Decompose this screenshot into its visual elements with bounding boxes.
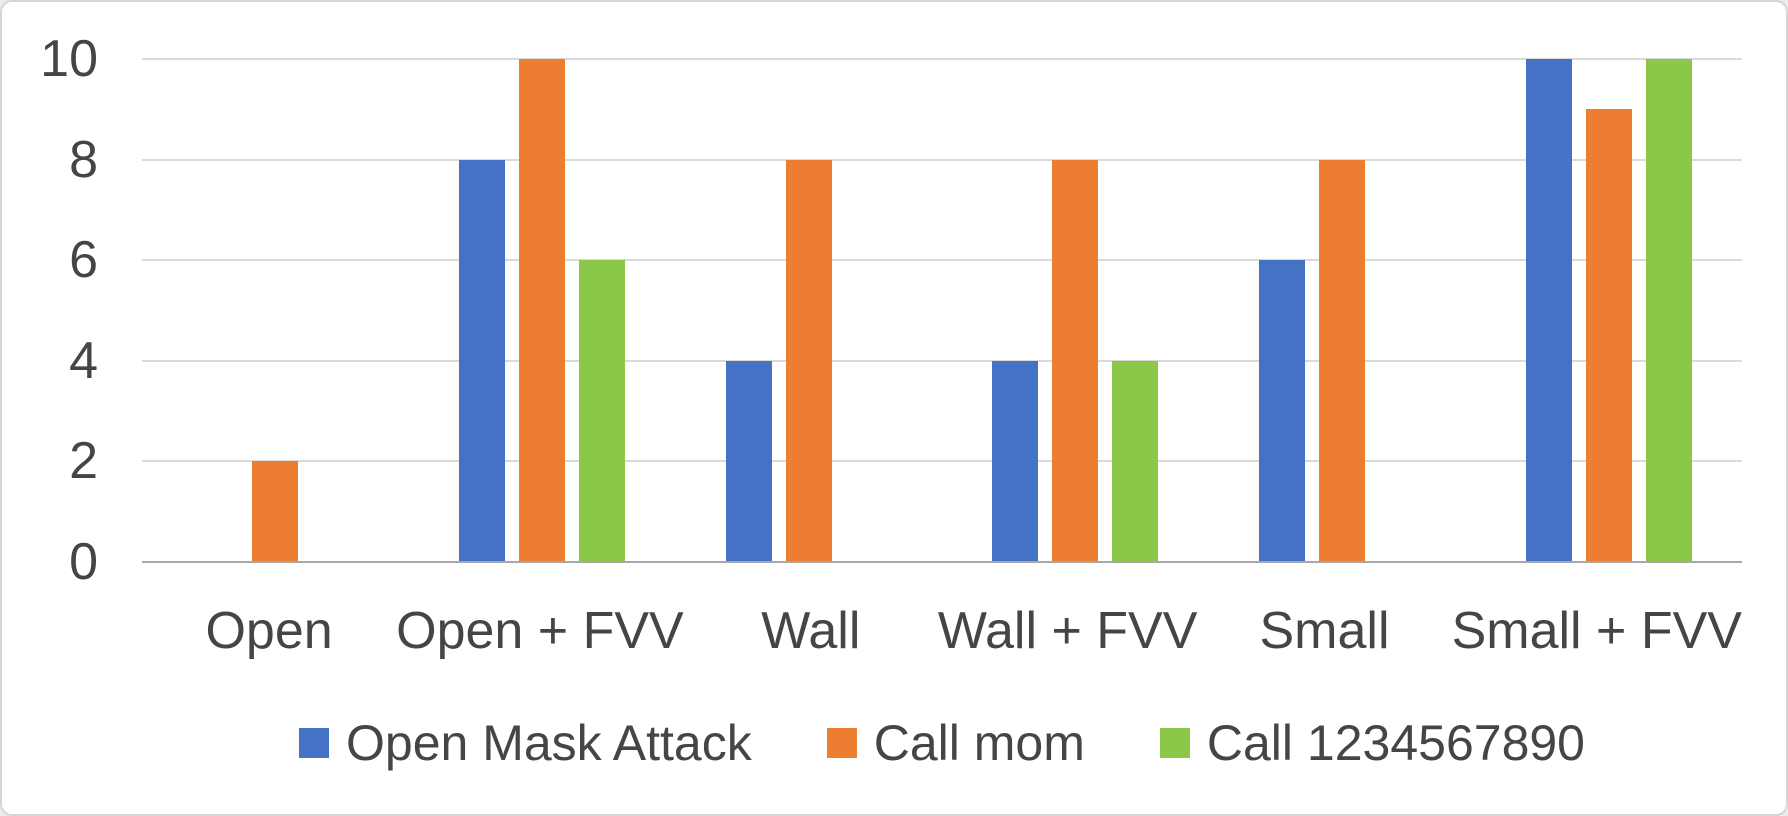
bar-open-mask-attack-small	[1259, 260, 1306, 562]
bar-group-open-fvv	[409, 59, 676, 562]
bar-call-mom-wall	[785, 159, 832, 562]
x-tick-label-wall-fvv: Wall + FVV	[937, 602, 1198, 660]
y-tick-label-6: 6	[69, 231, 98, 290]
x-tick-label-wall: Wall	[761, 602, 861, 660]
y-tick-label-0: 0	[69, 533, 98, 591]
gridline-4	[142, 359, 1742, 362]
gridline-2	[142, 460, 1742, 463]
bar-open-mask-attack-wall-fvv	[992, 360, 1039, 562]
legend-item-call-1234567890: Call 1234567890	[1159, 714, 1585, 772]
y-tick-label-10: 10	[40, 30, 98, 88]
bar-call-mom-small-fvv	[1585, 109, 1632, 562]
bar-group-small	[1209, 59, 1476, 562]
legend-swatch-call-1234567890	[1159, 728, 1190, 758]
legend-item-open-mask-attack: Open Mask Attack	[299, 714, 752, 772]
legend-label-open-mask-attack: Open Mask Attack	[346, 715, 752, 771]
bar-call-mom-open-fvv	[519, 59, 565, 562]
legend-item-call-mom: Call mom	[826, 714, 1085, 772]
bar-group-open	[142, 59, 409, 562]
gridline-6	[142, 259, 1742, 262]
gridline-8	[142, 158, 1742, 161]
plot-area	[142, 58, 1742, 563]
bar-call-1234567890-wall-fvv	[1112, 360, 1159, 562]
x-axis-category-labels: Open Open + FVV Wall Wall + FVV Small Small +…	[142, 600, 1742, 662]
x-tick-label-open: Open	[205, 602, 333, 660]
bar-call-1234567890-small-fvv	[1645, 59, 1692, 562]
bar-call-mom-wall-fvv	[1052, 159, 1099, 562]
y-axis-tick-labels: 0 2 4 6 8 10	[2, 33, 98, 588]
bar-open-mask-attack-small-fvv	[1525, 59, 1572, 562]
bar-groups	[142, 59, 1742, 562]
legend-swatch-call-mom	[826, 728, 857, 758]
x-tick-label-open-fvv: Open + FVV	[396, 602, 684, 660]
bar-group-wall-fvv	[942, 59, 1209, 562]
bar-call-mom-open	[252, 461, 299, 562]
bar-group-small-fvv	[1475, 59, 1742, 562]
bar-open-mask-attack-wall	[725, 360, 772, 562]
gridline-10	[142, 58, 1742, 60]
x-tick-label-small: Small	[1259, 602, 1390, 660]
x-tick-label-small-fvv: Small + FVV	[1451, 602, 1742, 660]
bar-open-mask-attack-open-fvv	[459, 159, 505, 562]
legend-label-call-mom: Call mom	[873, 715, 1085, 771]
legend-label-call-1234567890: Call 1234567890	[1206, 715, 1585, 771]
y-tick-label-2: 2	[69, 432, 98, 491]
legend-swatch-open-mask-attack	[299, 728, 329, 758]
x-axis-line	[142, 561, 1742, 563]
bar-call-mom-small	[1319, 159, 1366, 562]
bar-call-1234567890-open-fvv	[579, 260, 625, 562]
y-tick-label-8: 8	[69, 130, 98, 189]
legend: Open Mask Attack Call mom Call 1234567890	[142, 708, 1742, 778]
y-tick-label-4: 4	[69, 331, 98, 390]
bar-group-wall	[675, 59, 942, 562]
